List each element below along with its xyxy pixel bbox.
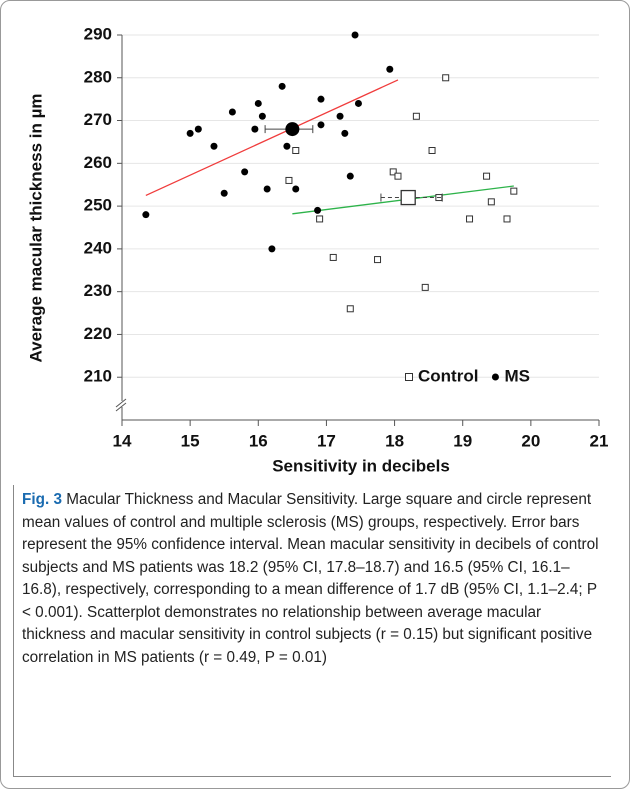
point [283, 142, 291, 150]
point [142, 211, 150, 219]
point [254, 99, 262, 107]
point [241, 168, 249, 176]
point [442, 74, 450, 82]
y-tick-label: 240 [84, 238, 112, 257]
x-tick-label: 15 [181, 431, 200, 450]
mean-point [400, 189, 416, 206]
point [220, 189, 228, 197]
axis-break [115, 402, 127, 412]
point [354, 99, 362, 107]
point [278, 82, 286, 90]
point [186, 129, 194, 137]
point [329, 253, 337, 261]
caption-label: Fig. 3 [22, 491, 62, 508]
point [374, 256, 382, 264]
point [412, 112, 420, 120]
legend-label: Control [418, 366, 478, 385]
y-tick-label: 250 [84, 196, 112, 215]
point [503, 215, 511, 223]
axis-break [115, 398, 127, 408]
point [346, 172, 354, 180]
chart: Average macular thickness in µm Sensitiv… [26, 24, 609, 475]
point [316, 215, 324, 223]
point [258, 112, 266, 120]
point [510, 187, 518, 195]
point [268, 245, 276, 253]
point [317, 121, 325, 129]
mean-point [285, 122, 300, 137]
y-tick-label: 220 [84, 324, 112, 343]
axis-break-gap [116, 401, 128, 407]
x-tick-label: 18 [385, 431, 404, 450]
point [346, 305, 354, 313]
point [263, 185, 271, 193]
x-tick-label: 14 [113, 431, 132, 450]
point [351, 31, 359, 39]
point [228, 108, 236, 116]
point [317, 95, 325, 103]
point [194, 125, 202, 133]
point [292, 185, 300, 193]
point [421, 283, 429, 291]
point [389, 168, 397, 176]
y-tick-label: 230 [84, 281, 112, 300]
x-axis-title: Sensitivity in decibels [272, 456, 450, 475]
y-tick-label: 280 [84, 67, 112, 86]
point [292, 147, 300, 154]
point [394, 172, 402, 180]
point [487, 198, 495, 206]
point [314, 206, 322, 214]
x-tick-label: 20 [521, 431, 540, 450]
caption-text: Macular Thickness and Macular Sensitivit… [22, 491, 599, 666]
x-tick-label: 19 [453, 431, 472, 450]
y-axis-title: Average macular thickness in µm [26, 93, 45, 362]
legend-label: MS [504, 366, 530, 385]
caption: Fig. 3 Macular Thickness and Macular Sen… [13, 485, 611, 777]
point [251, 125, 259, 133]
y-tick-label: 260 [84, 153, 112, 172]
point [466, 215, 474, 223]
point [428, 147, 436, 154]
y-tick-label: 290 [84, 24, 112, 43]
x-tick-label: 16 [249, 431, 268, 450]
point [285, 176, 293, 184]
trend-line [145, 79, 399, 197]
legend-marker [491, 373, 499, 381]
point [341, 129, 349, 137]
point [483, 172, 491, 180]
point [386, 65, 394, 73]
point [210, 142, 218, 150]
x-tick-label: 21 [590, 431, 609, 450]
legend-marker [405, 373, 413, 381]
y-tick-label: 270 [84, 110, 112, 129]
y-tick-label: 210 [84, 367, 112, 386]
x-tick-label: 17 [317, 431, 336, 450]
point [336, 112, 344, 120]
